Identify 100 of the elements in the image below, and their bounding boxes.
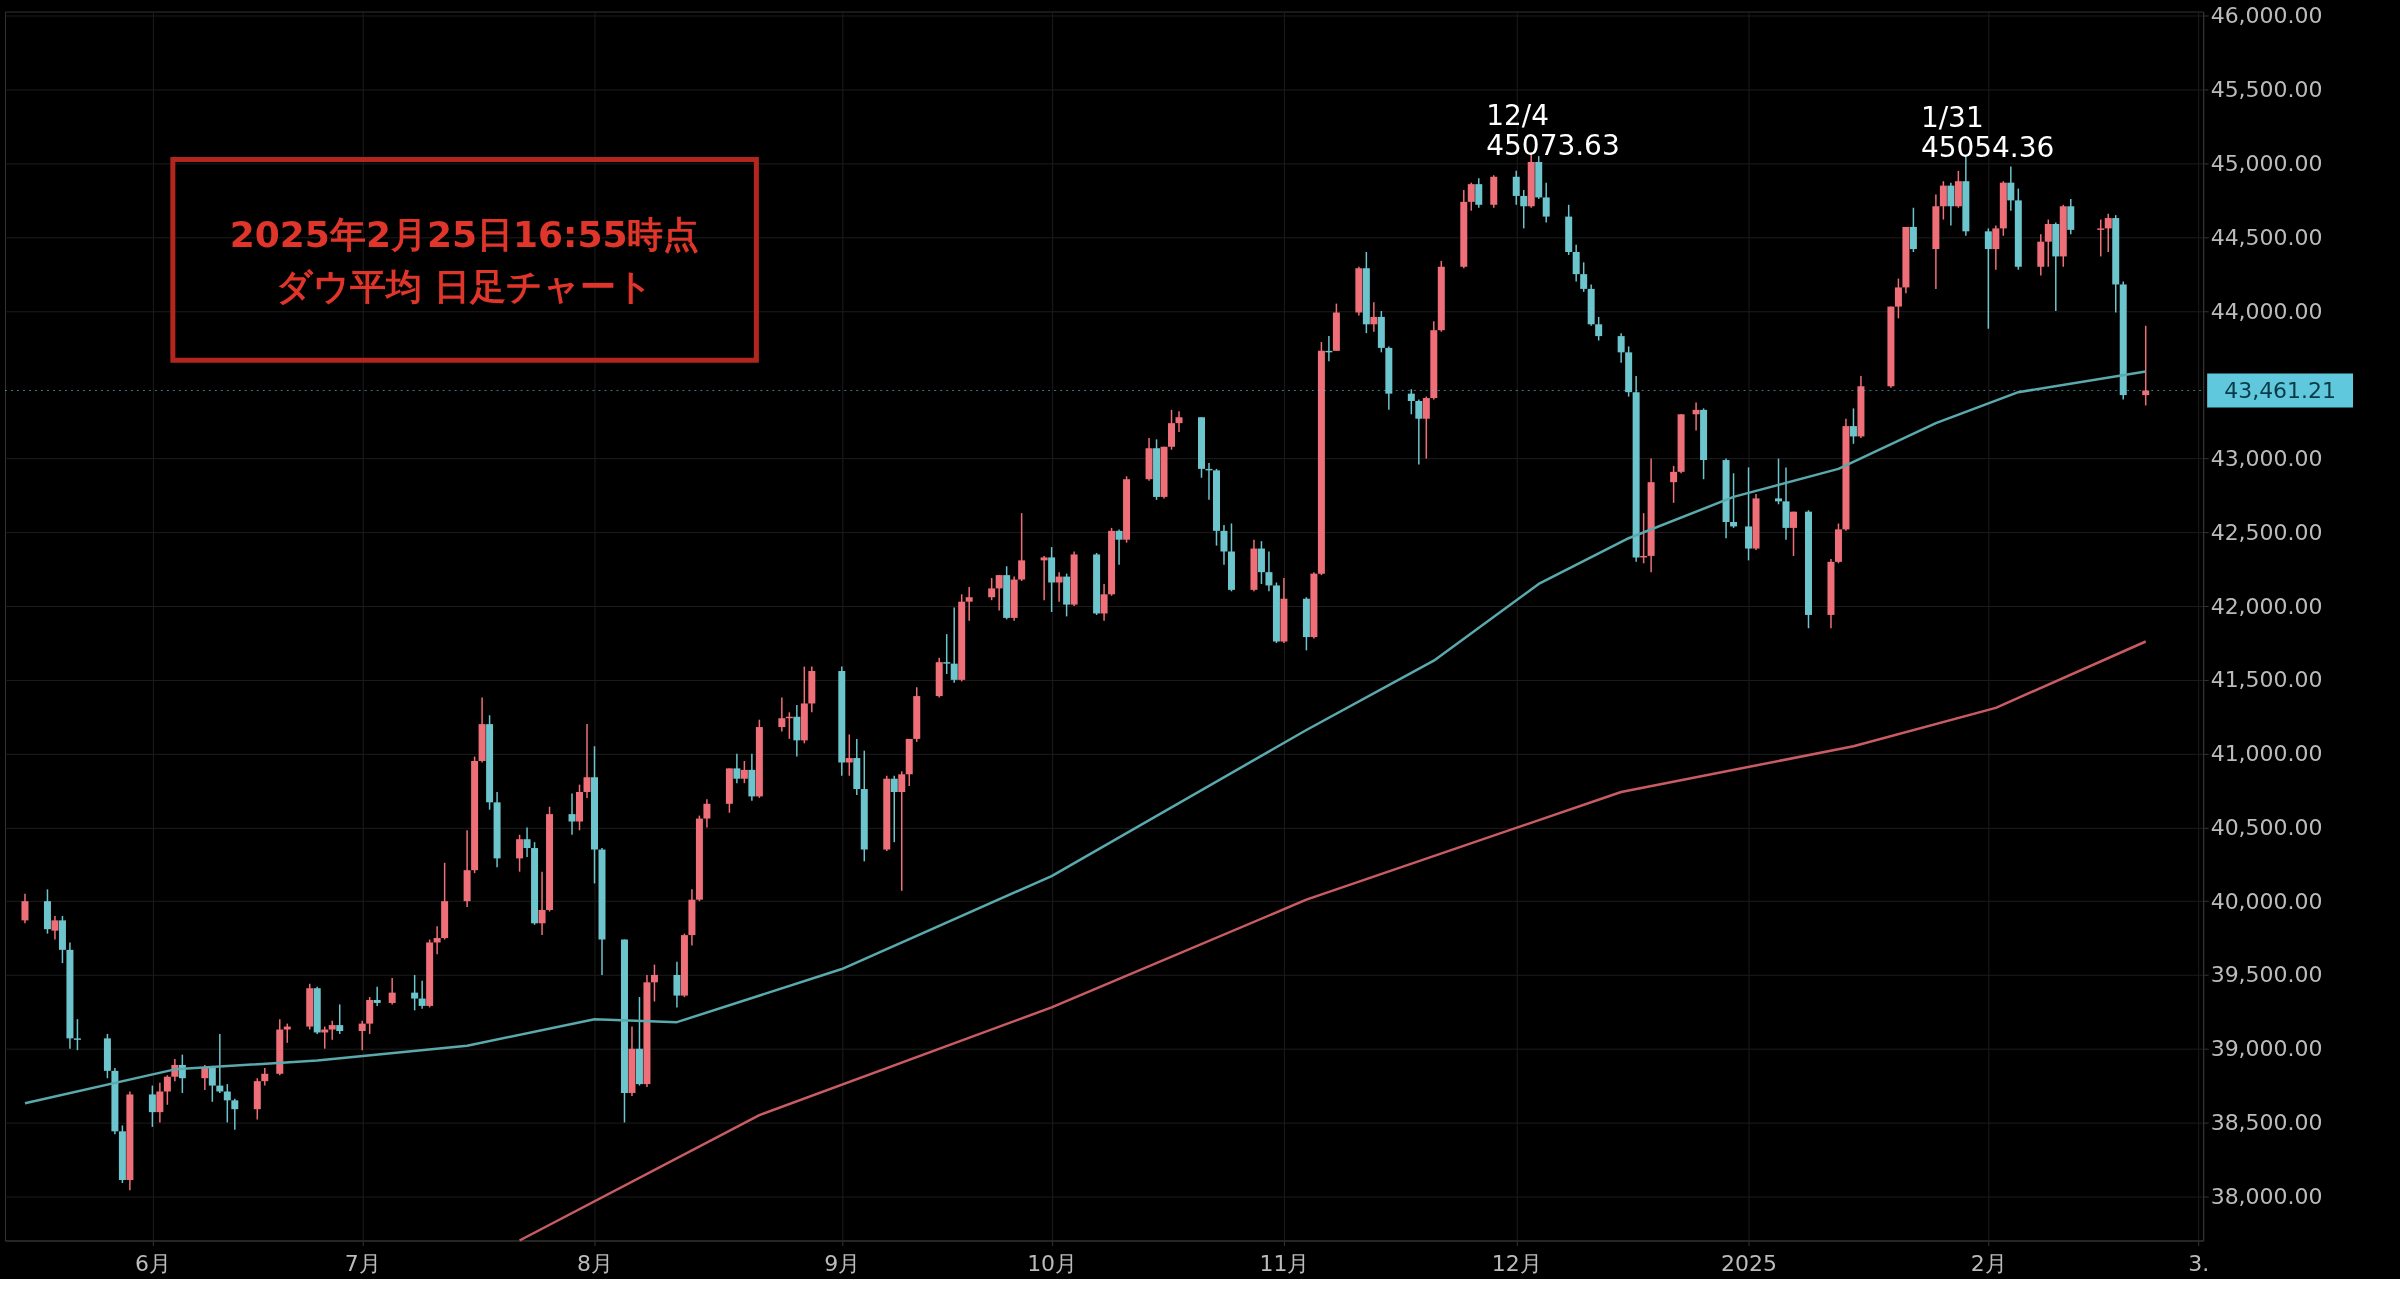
x-tick-label: 9月 (824, 1250, 861, 1276)
candlestick (1992, 224, 2000, 271)
candlestick (283, 1022, 291, 1044)
candlestick (2104, 212, 2112, 253)
y-tick-label: 39,000.00 (2210, 1036, 2323, 1062)
candlestick (418, 980, 426, 1010)
candlestick (845, 733, 853, 777)
candlestick (898, 770, 906, 892)
candlestick (1849, 407, 1857, 445)
x-tick-label: 2025 (1721, 1250, 1777, 1276)
candlestick (1175, 410, 1183, 433)
candlestick (163, 1074, 171, 1106)
candlestick (1475, 177, 1483, 209)
candlestick (51, 915, 59, 941)
y-tick-label: 40,500.00 (2210, 814, 2323, 840)
candlestick (1595, 316, 1603, 342)
x-tick-label: 11月 (1259, 1250, 1310, 1276)
candlestick (231, 1098, 239, 1131)
candlestick (568, 792, 576, 836)
candlestick (73, 1018, 81, 1051)
y-tick-label: 42,000.00 (2210, 593, 2323, 619)
candlestick (673, 960, 681, 1009)
ref-line-label: 43,461.21 (2224, 377, 2337, 403)
candlestick (1730, 472, 1738, 529)
candlestick (523, 826, 531, 858)
candlestick (1407, 388, 1415, 416)
candlestick (1692, 401, 1700, 432)
candlestick (890, 775, 898, 843)
candlestick (1018, 512, 1026, 582)
candlestick (2007, 165, 2015, 212)
y-tick-label: 41,500.00 (2210, 667, 2323, 693)
candlestick (1100, 583, 1108, 622)
line-series (23, 370, 2147, 1105)
candlestick (1467, 181, 1475, 212)
candlestick (208, 1065, 216, 1103)
candlestick (148, 1084, 156, 1128)
line-series (518, 640, 2147, 1242)
candlestick (1040, 555, 1048, 601)
candlestick (223, 1083, 231, 1124)
annotation: ダウ平均 日足チャート (275, 266, 654, 308)
candlestick (2067, 198, 2075, 236)
candlestick (1520, 189, 1528, 230)
x-tick-label: 3. (2188, 1250, 2210, 1276)
y-tick-label: 38,000.00 (2210, 1183, 2323, 1209)
x-tick-label: 2月 (1970, 1250, 2007, 1276)
candlestick (733, 752, 741, 784)
candlestick (1415, 398, 1423, 466)
candlestick (583, 723, 591, 799)
candlestick (433, 925, 441, 956)
candlestick (1909, 207, 1917, 253)
y-tick-label: 42,500.00 (2210, 519, 2323, 545)
x-tick-label: 8月 (577, 1250, 613, 1276)
candlestick (21, 893, 29, 925)
candlestick (740, 760, 748, 784)
candlestick (411, 974, 419, 1012)
candlestick (538, 870, 546, 936)
candlestick (1670, 465, 1678, 504)
candlestick (516, 834, 524, 873)
candlestick (950, 606, 958, 684)
candlestick (943, 633, 951, 675)
x-tick-label: 7月 (344, 1250, 381, 1276)
y-tick-label: 39,500.00 (2210, 962, 2323, 988)
annotation: 1/31 45054.36 (1920, 101, 2055, 165)
candlestick (1512, 170, 1520, 206)
y-tick-label: 44,000.00 (2210, 298, 2323, 324)
candlestick (1422, 395, 1430, 460)
y-tick-label: 38,500.00 (2210, 1109, 2323, 1135)
candlestick (1115, 528, 1123, 566)
candlestick (373, 985, 381, 1007)
y-tick-label: 41,000.00 (2210, 741, 2323, 767)
x-tick-label: 6月 (134, 1250, 171, 1276)
candlestick (358, 1019, 366, 1051)
y-tick-label: 45,000.00 (2210, 150, 2323, 176)
candlestick (1370, 301, 1378, 333)
candlestick (965, 586, 973, 622)
candlestick (156, 1081, 164, 1124)
y-tick-label: 45,500.00 (2210, 77, 2323, 103)
y-tick-label: 44,500.00 (2210, 224, 2323, 250)
candlestick (793, 704, 801, 758)
x-tick-label: 12月 (1491, 1250, 1542, 1276)
candlestick (1265, 550, 1273, 593)
candlestick (1947, 181, 1955, 227)
candlestick (388, 977, 396, 1006)
y-tick-label: 43,000.00 (2210, 446, 2323, 472)
candlestick (1542, 181, 1550, 224)
candlestick (778, 696, 786, 733)
y-tick-label: 46,000.00 (2210, 3, 2323, 29)
candlestick (650, 963, 658, 1003)
candlestick (1939, 180, 1947, 221)
candlestick (1617, 332, 1625, 364)
candlestick (1790, 510, 1797, 557)
annotation: 12/4 45073.63 (1486, 98, 1620, 162)
candlestick (1257, 540, 1265, 585)
x-tick-label: 10月 (1027, 1250, 1078, 1276)
candlestick (366, 996, 374, 1035)
candlestick (1745, 466, 1753, 562)
candlestick (1168, 409, 1176, 451)
candlestick (1580, 261, 1588, 293)
candlestick (2044, 218, 2052, 268)
candlestick (328, 1019, 336, 1041)
